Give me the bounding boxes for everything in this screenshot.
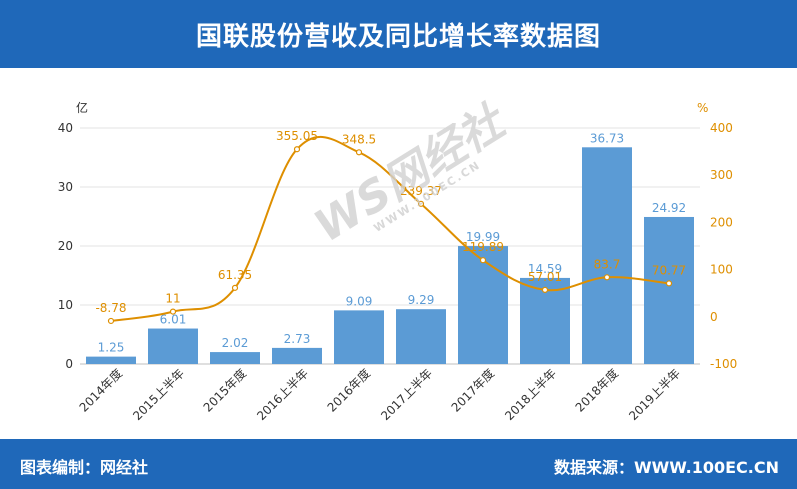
growth-value-label: 61.35 — [218, 268, 252, 282]
bar-value-label: 2.73 — [284, 332, 311, 346]
growth-point — [169, 308, 177, 315]
growth-value-label: -8.78 — [95, 301, 126, 315]
y-right-tick-label: 200 — [710, 215, 733, 229]
x-tick-label: 2015上半年 — [130, 366, 187, 423]
footer-banner: 图表编制：网经社 数据来源：WWW.100EC.CN — [0, 439, 797, 489]
bar — [582, 147, 632, 364]
growth-point — [541, 286, 549, 293]
growth-value-label: 355.05 — [276, 129, 318, 143]
x-tick-label: 2017年度 — [448, 366, 497, 415]
x-tick-label: 2018上半年 — [502, 366, 559, 423]
y-right-unit: % — [697, 101, 708, 115]
growth-value-label: 57.01 — [528, 270, 562, 284]
y-left-tick-label: 0 — [65, 357, 73, 371]
bar-value-label: 9.09 — [346, 294, 373, 308]
y-left-tick-label: 20 — [58, 239, 73, 253]
footer-source: 数据来源：WWW.100EC.CN — [553, 458, 779, 477]
y-right-tick-label: 400 — [710, 121, 733, 135]
x-tick-label: 2015年度 — [200, 366, 249, 415]
growth-point — [603, 274, 611, 281]
bar — [148, 328, 198, 364]
y-left-unit: 亿 — [76, 100, 88, 115]
y-right-tick-label: 300 — [710, 168, 733, 182]
growth-point — [293, 146, 301, 153]
x-tick-label: 2019上半年 — [626, 366, 683, 423]
growth-value-label: 70.77 — [652, 263, 686, 277]
bar — [334, 310, 384, 364]
bar-value-label: 24.92 — [652, 201, 686, 215]
y-left-tick-label: 10 — [58, 298, 73, 312]
bar-value-label: 1.25 — [98, 341, 125, 355]
growth-point — [231, 284, 239, 291]
bar — [396, 309, 446, 364]
y-left-tick-label: 30 — [58, 180, 73, 194]
growth-value-label: 11 — [165, 292, 180, 306]
bar-value-label: 19.99 — [466, 230, 500, 244]
y-left-tick-label: 40 — [58, 121, 73, 135]
chart-title: 国联股份营收及同比增长率数据图 — [195, 21, 601, 52]
x-tick-label: 2016年度 — [324, 366, 373, 415]
bar — [458, 246, 508, 364]
growth-point — [355, 149, 363, 156]
y-right-tick-label: 100 — [710, 263, 733, 277]
growth-value-label: 348.5 — [342, 132, 376, 146]
x-tick-label: 2014年度 — [76, 366, 125, 415]
growth-value-label: 239.37 — [400, 184, 442, 198]
bar — [272, 347, 322, 364]
bar-value-label: 14.59 — [528, 262, 562, 276]
bar-value-label: 36.73 — [590, 131, 624, 145]
x-tick-label: 2018年度 — [572, 366, 621, 415]
bar-value-label: 6.01 — [160, 313, 187, 327]
growth-point — [665, 280, 673, 287]
bar — [644, 216, 694, 364]
growth-point — [417, 200, 425, 207]
bar — [86, 356, 136, 364]
bar-value-label: 9.29 — [408, 293, 435, 307]
y-right-tick-label: -100 — [710, 357, 737, 371]
growth-value-label: 119.89 — [462, 240, 504, 254]
growth-point — [107, 317, 115, 325]
growth-point — [479, 257, 487, 264]
footer-credit: 图表编制：网经社 — [20, 458, 149, 477]
header-banner: 国联股份营收及同比增长率数据图 — [0, 0, 797, 68]
bar — [210, 352, 260, 364]
bar-value-label: 2.02 — [222, 336, 249, 350]
growth-value-label: 83.7 — [594, 257, 621, 271]
growth-line — [110, 135, 670, 322]
y-right-tick-label: 0 — [710, 310, 718, 324]
x-tick-label: 2017上半年 — [378, 366, 435, 423]
x-tick-label: 2016上半年 — [254, 366, 311, 423]
chart-area: 1.25 6.01 2.02 2.73 9.09 9.29 19.99 14.59 36.73 2… — [58, 100, 738, 423]
